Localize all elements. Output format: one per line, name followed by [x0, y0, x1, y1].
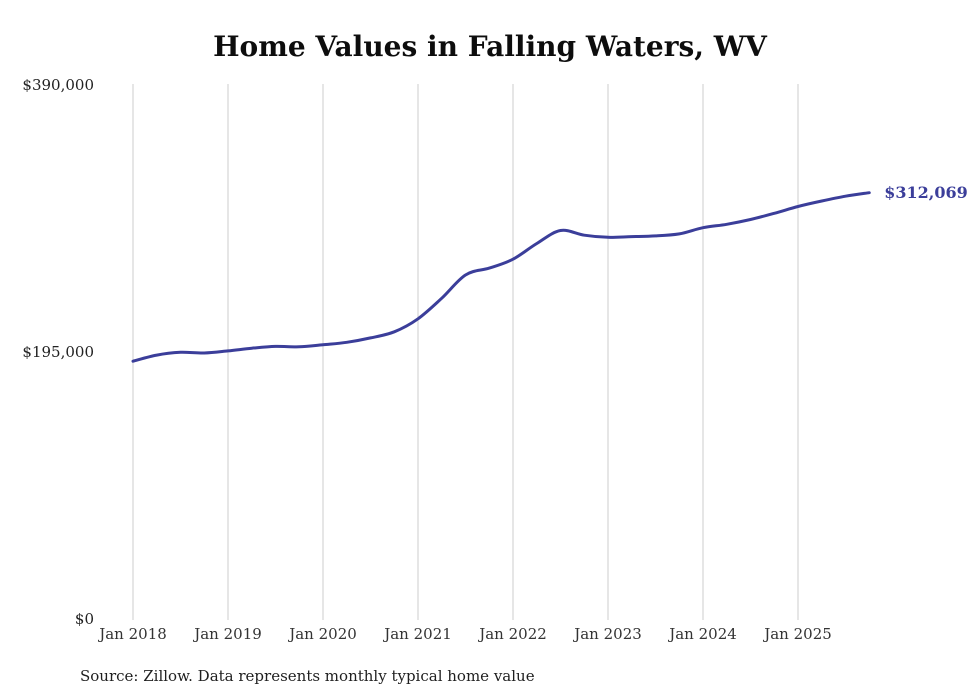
y-tick-label: $390,000: [22, 76, 94, 94]
y-tick-label: $195,000: [22, 343, 94, 361]
x-tick-label: Jan 2018: [99, 625, 167, 643]
x-tick-label: Jan 2020: [289, 625, 357, 643]
x-tick-label: Jan 2024: [669, 625, 737, 643]
x-tick-label: Jan 2019: [194, 625, 262, 643]
x-tick-label: Jan 2025: [764, 625, 832, 643]
home-value-line: [131, 191, 871, 363]
end-value-label: $312,069: [884, 182, 968, 202]
x-tick-label: Jan 2022: [479, 625, 547, 643]
source-note: Source: Zillow. Data represents monthly …: [80, 667, 535, 685]
chart-title: Home Values in Falling Waters, WV: [213, 30, 767, 63]
x-tick-label: Jan 2021: [384, 625, 452, 643]
x-tick-label: Jan 2023: [574, 625, 642, 643]
y-tick-label: $0: [74, 610, 94, 628]
